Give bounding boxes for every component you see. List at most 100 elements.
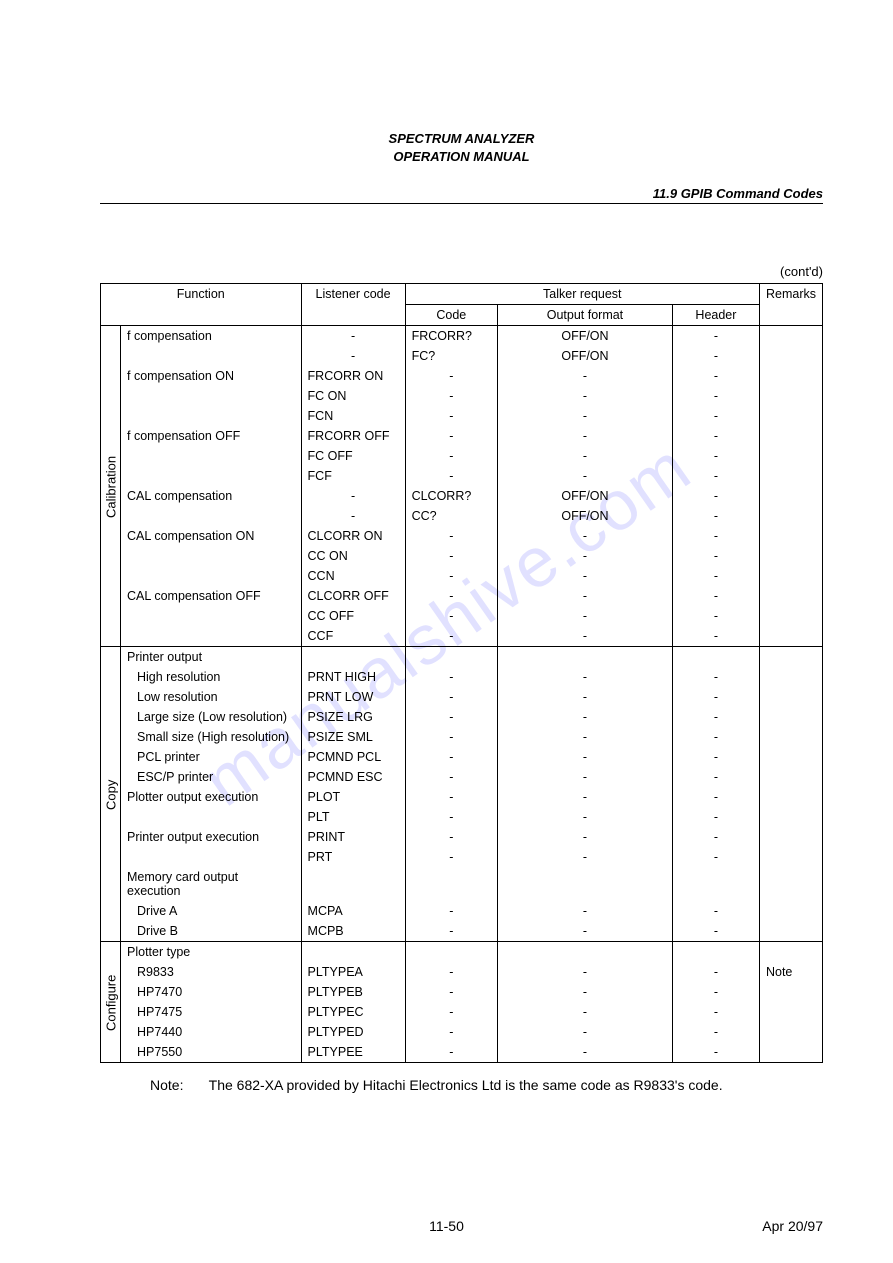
command-table: Function Listener code Talker request Re… <box>100 283 823 1063</box>
table-row: Drive BMCPB--- <box>101 921 823 942</box>
table-row: FCN--- <box>101 406 823 426</box>
cell: FRCORR OFF <box>301 426 405 446</box>
cell <box>121 346 302 366</box>
cell: - <box>405 962 497 982</box>
table-row: f compensation OFFFRCORR OFF--- <box>101 426 823 446</box>
cell: FCN <box>301 406 405 426</box>
cell: PCMND PCL <box>301 747 405 767</box>
cell <box>498 647 673 668</box>
cell: - <box>672 626 759 647</box>
table-row: CC ON--- <box>101 546 823 566</box>
cell <box>759 586 822 606</box>
cell: - <box>498 526 673 546</box>
th-talker: Talker request <box>405 284 759 305</box>
th-output: Output format <box>498 305 673 326</box>
cell: - <box>672 807 759 827</box>
cell: MCPB <box>301 921 405 942</box>
cell: Printer output <box>121 647 302 668</box>
cell: - <box>672 586 759 606</box>
cell: - <box>672 346 759 366</box>
table-row: CAL compensation-CLCORR?OFF/ON- <box>101 486 823 506</box>
cell: - <box>672 982 759 1002</box>
cell <box>121 506 302 526</box>
table-row: CopyPrinter output <box>101 647 823 668</box>
cell <box>759 486 822 506</box>
cell: - <box>498 626 673 647</box>
cell <box>121 546 302 566</box>
cell: - <box>498 727 673 747</box>
cell: - <box>498 827 673 847</box>
category-cell: Copy <box>101 647 121 942</box>
cell <box>759 386 822 406</box>
th-function: Function <box>101 284 302 326</box>
cell <box>301 647 405 668</box>
cell: Plotter output execution <box>121 787 302 807</box>
cell: - <box>405 747 497 767</box>
cell: - <box>301 506 405 526</box>
cell: PCL printer <box>121 747 302 767</box>
cell <box>498 942 673 963</box>
cell <box>759 506 822 526</box>
cell: PLTYPEC <box>301 1002 405 1022</box>
cell: OFF/ON <box>498 506 673 526</box>
cell: - <box>301 486 405 506</box>
cell <box>759 687 822 707</box>
cell: - <box>498 687 673 707</box>
cell <box>759 807 822 827</box>
cell: FRCORR? <box>405 326 497 347</box>
cell: - <box>405 667 497 687</box>
note-label: Note: <box>150 1077 205 1093</box>
table-row: Printer output executionPRINT--- <box>101 827 823 847</box>
category-cell: Calibration <box>101 326 121 647</box>
cell: - <box>498 446 673 466</box>
cell: Low resolution <box>121 687 302 707</box>
cell <box>121 566 302 586</box>
cell <box>759 366 822 386</box>
cell: - <box>672 847 759 867</box>
cell <box>301 867 405 901</box>
table-row: FC ON--- <box>101 386 823 406</box>
cell: PSIZE LRG <box>301 707 405 727</box>
table-row: -CC?OFF/ON- <box>101 506 823 526</box>
cell: PLTYPEB <box>301 982 405 1002</box>
cell: PLTYPEA <box>301 962 405 982</box>
cell <box>759 921 822 942</box>
cell: - <box>672 386 759 406</box>
cell: - <box>672 921 759 942</box>
cell: - <box>498 807 673 827</box>
cell: - <box>405 586 497 606</box>
cell: - <box>405 566 497 586</box>
cell <box>672 647 759 668</box>
cell: - <box>672 406 759 426</box>
cell: FC? <box>405 346 497 366</box>
cell: PLTYPED <box>301 1022 405 1042</box>
cell: - <box>672 667 759 687</box>
cell <box>759 787 822 807</box>
cell: - <box>672 1002 759 1022</box>
cell <box>301 942 405 963</box>
table-row: HP7550PLTYPEE--- <box>101 1042 823 1063</box>
cell: - <box>405 626 497 647</box>
cell: - <box>405 727 497 747</box>
cell: - <box>498 901 673 921</box>
cell: - <box>498 921 673 942</box>
cell: PRT <box>301 847 405 867</box>
cell: CC OFF <box>301 606 405 626</box>
cell: - <box>498 566 673 586</box>
cell: CC? <box>405 506 497 526</box>
cell <box>759 747 822 767</box>
cell: CLCORR ON <box>301 526 405 546</box>
cell: - <box>498 982 673 1002</box>
cell: - <box>405 807 497 827</box>
cell: - <box>672 326 759 347</box>
cell: - <box>405 921 497 942</box>
cell: - <box>405 466 497 486</box>
table-row: Large size (Low resolution)PSIZE LRG--- <box>101 707 823 727</box>
cell: PRINT <box>301 827 405 847</box>
cell: - <box>405 446 497 466</box>
cell: PLOT <box>301 787 405 807</box>
cell <box>121 847 302 867</box>
cell: - <box>672 1022 759 1042</box>
cell: - <box>672 962 759 982</box>
cell <box>759 606 822 626</box>
